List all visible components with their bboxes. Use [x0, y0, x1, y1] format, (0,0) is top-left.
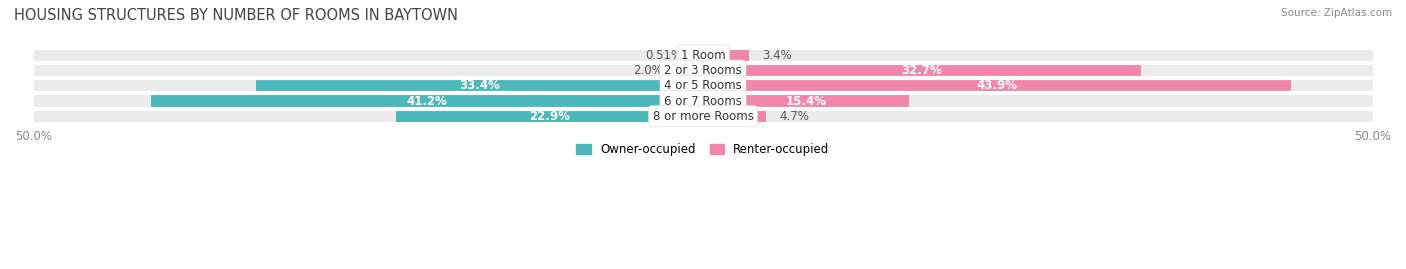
Text: 0.51%: 0.51% [645, 49, 683, 62]
Bar [34, 80, 1372, 92]
Bar [703, 110, 766, 122]
Bar [703, 50, 748, 62]
Text: Source: ZipAtlas.com: Source: ZipAtlas.com [1281, 8, 1392, 18]
Text: HOUSING STRUCTURES BY NUMBER OF ROOMS IN BAYTOWN: HOUSING STRUCTURES BY NUMBER OF ROOMS IN… [14, 8, 458, 23]
Bar [396, 110, 703, 122]
Bar [34, 110, 1372, 122]
Bar [703, 80, 1291, 92]
Bar [696, 50, 703, 62]
Legend: Owner-occupied, Renter-occupied: Owner-occupied, Renter-occupied [572, 139, 834, 161]
Bar [676, 65, 703, 77]
Text: 41.2%: 41.2% [406, 94, 447, 108]
Text: 2.0%: 2.0% [633, 64, 662, 77]
Text: 15.4%: 15.4% [786, 94, 827, 108]
Text: 33.4%: 33.4% [458, 79, 499, 92]
Bar [34, 65, 1372, 77]
Text: 22.9%: 22.9% [529, 110, 569, 123]
Bar [256, 80, 703, 92]
Text: 43.9%: 43.9% [976, 79, 1018, 92]
Text: 4 or 5 Rooms: 4 or 5 Rooms [664, 79, 742, 92]
Text: 6 or 7 Rooms: 6 or 7 Rooms [664, 94, 742, 108]
Bar [34, 95, 1372, 107]
Text: 8 or more Rooms: 8 or more Rooms [652, 110, 754, 123]
Bar [152, 95, 703, 107]
Text: 32.7%: 32.7% [901, 64, 942, 77]
Text: 3.4%: 3.4% [762, 49, 792, 62]
Text: 4.7%: 4.7% [779, 110, 810, 123]
Bar [703, 95, 910, 107]
Bar [703, 65, 1140, 77]
Bar [34, 50, 1372, 62]
Text: 1 Room: 1 Room [681, 49, 725, 62]
Text: 2 or 3 Rooms: 2 or 3 Rooms [664, 64, 742, 77]
